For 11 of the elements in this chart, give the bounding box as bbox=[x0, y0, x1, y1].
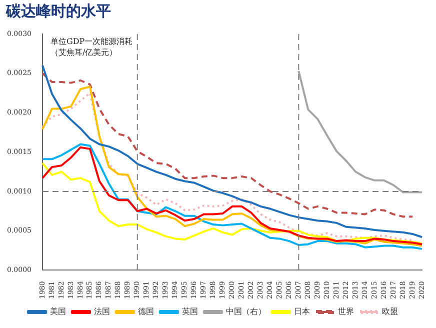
legend-label: 德国 bbox=[138, 307, 154, 316]
legend-label: 美国 bbox=[50, 307, 66, 316]
legend-label: 中国（右） bbox=[226, 307, 266, 316]
legend-label: 世界 bbox=[338, 307, 354, 316]
chart-title: 碳达峰时的水平 bbox=[6, 2, 111, 21]
legend-label: 欧盟 bbox=[382, 307, 398, 316]
legend-label: 英国 bbox=[182, 307, 198, 316]
legend-label: 日本 bbox=[294, 307, 310, 316]
legend-label: 法国 bbox=[94, 307, 110, 316]
line-series bbox=[41, 72, 414, 218]
annotation: 单位GDP一次能源消耗（艾焦耳/亿美元） bbox=[50, 37, 133, 58]
